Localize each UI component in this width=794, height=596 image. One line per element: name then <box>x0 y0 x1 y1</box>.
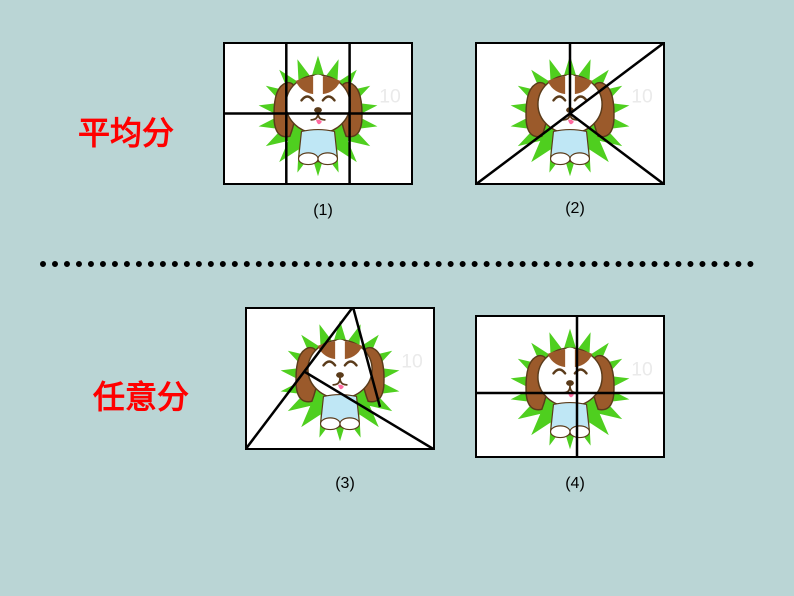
caption-3: (3) <box>325 475 365 493</box>
puzzle-card-1: 10 <box>223 42 413 185</box>
caption-1: (1) <box>303 202 343 220</box>
dog-illustration: 10 <box>477 317 663 456</box>
svg-text:10: 10 <box>379 85 401 107</box>
svg-text:10: 10 <box>631 358 653 380</box>
division-lines-1 <box>223 42 413 185</box>
dog-illustration: 10 <box>225 44 411 183</box>
puzzle-card-2: 10 <box>475 42 665 185</box>
division-lines-3 <box>245 307 435 450</box>
section-divider <box>40 261 754 267</box>
puzzle-card-4: 10 <box>475 315 665 458</box>
dog-illustration: 10 <box>477 44 663 183</box>
puzzle-card-3: 10 <box>245 307 435 450</box>
label-equal-division: 平均分 <box>78 108 174 154</box>
svg-text:10: 10 <box>401 350 423 372</box>
division-lines-2 <box>475 42 665 185</box>
division-lines-4 <box>475 315 665 458</box>
dog-illustration: 10 <box>247 309 433 448</box>
label-arbitrary-division: 任意分 <box>93 372 189 418</box>
caption-4: (4) <box>555 475 595 493</box>
svg-text:10: 10 <box>631 85 653 107</box>
caption-2: (2) <box>555 200 595 218</box>
